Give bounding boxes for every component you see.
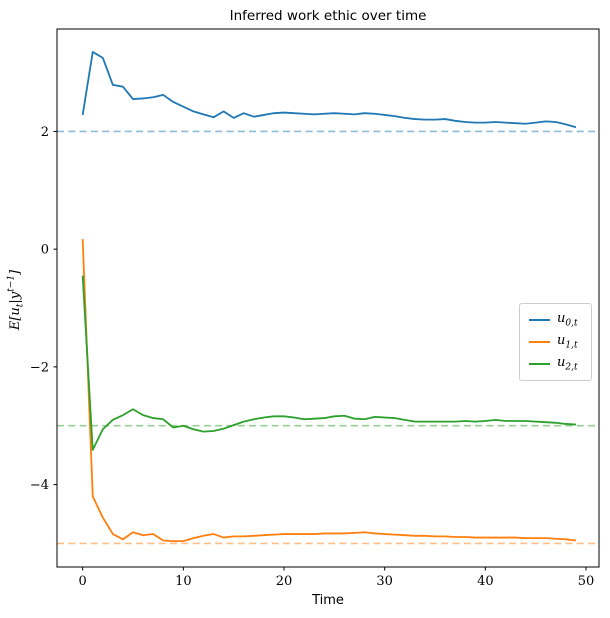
y-tick-label: −2 <box>30 360 49 375</box>
y-axis-label: E[ut|yt−1] <box>7 270 26 330</box>
legend-label: u2,t <box>557 354 578 373</box>
legend-item-u2: u2,t <box>529 354 582 373</box>
x-tick-label: 50 <box>578 574 595 589</box>
y-axis-label-part: ] <box>7 269 23 275</box>
x-tick-label: 40 <box>477 574 494 589</box>
x-tick-label: 0 <box>79 574 87 589</box>
legend-item-u1: u1,t <box>529 332 582 351</box>
series-line-u2 <box>81 275 577 451</box>
legend-label: u1,t <box>557 332 578 351</box>
y-axis-label-part: E[u <box>7 307 23 331</box>
y-tick-label: 2 <box>41 125 49 140</box>
y-axis-label-part: t <box>15 303 26 308</box>
y-axis-label-part: |y <box>7 291 23 304</box>
y-axis-label-part: t−1 <box>6 274 17 292</box>
legend-line-swatch <box>529 363 550 365</box>
x-tick-label: 10 <box>175 574 192 589</box>
chart-title: Inferred work ethic over time <box>229 8 427 24</box>
x-tick-label: 30 <box>376 574 393 589</box>
legend-label: u0,t <box>557 310 578 329</box>
plot-frame <box>56 28 600 568</box>
x-axis-label: Time <box>312 593 344 608</box>
legend: u0,t u1,t u2,t <box>519 303 592 381</box>
legend-item-u0: u0,t <box>529 310 582 329</box>
y-tick-label: 0 <box>41 243 49 258</box>
legend-line-swatch <box>529 319 550 321</box>
series-line-u0 <box>81 51 577 129</box>
legend-line-swatch <box>529 341 550 343</box>
x-tick-label: 20 <box>276 574 293 589</box>
y-tick-label: −4 <box>30 478 49 493</box>
series-line-u1 <box>81 239 577 542</box>
